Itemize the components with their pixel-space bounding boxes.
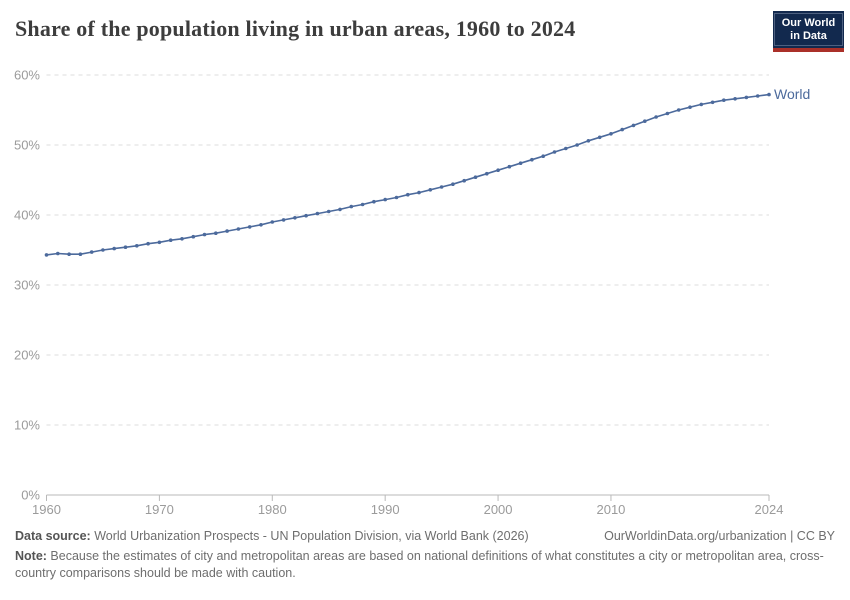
data-point-1974[interactable] xyxy=(202,232,207,237)
data-point-2013[interactable] xyxy=(643,119,647,123)
data-point-1997[interactable] xyxy=(462,178,467,183)
data-point-1979[interactable] xyxy=(259,223,263,227)
x-tick-label-2010: 2010 xyxy=(596,502,625,517)
owid-logo-frame: Our World in Data xyxy=(774,13,843,46)
data-point-1971[interactable] xyxy=(168,238,173,242)
data-point-2000[interactable] xyxy=(496,168,500,172)
data-point-1969[interactable] xyxy=(146,241,150,246)
data-point-2002[interactable] xyxy=(518,161,523,165)
note-label: Note: xyxy=(15,549,47,563)
data-point-1964[interactable] xyxy=(89,250,94,254)
data-point-1965[interactable] xyxy=(101,248,105,252)
data-point-1981[interactable] xyxy=(281,218,286,222)
x-tick-label-1960: 1960 xyxy=(32,502,61,517)
data-point-2020[interactable] xyxy=(722,98,726,102)
data-point-1995[interactable] xyxy=(439,185,444,189)
data-point-2001[interactable] xyxy=(507,164,512,169)
x-tick-label-2024: 2024 xyxy=(755,502,784,517)
data-point-1993[interactable] xyxy=(417,190,421,195)
data-point-2006[interactable] xyxy=(564,146,568,151)
x-tick-label-1970: 1970 xyxy=(145,502,174,517)
data-point-1998[interactable] xyxy=(473,175,478,179)
data-point-1985[interactable] xyxy=(326,209,331,214)
owid-logo-line2: in Data xyxy=(790,29,827,42)
note-text: Because the estimates of city and metrop… xyxy=(15,549,824,580)
data-point-1977[interactable] xyxy=(236,227,241,231)
data-point-1987[interactable] xyxy=(349,204,354,209)
data-point-2018[interactable] xyxy=(699,102,704,107)
data-point-1984[interactable] xyxy=(315,211,320,216)
owid-logo-red-stripe xyxy=(773,48,844,52)
data-point-2004[interactable] xyxy=(541,154,545,158)
series-line-world[interactable] xyxy=(45,93,770,256)
data-point-1962[interactable] xyxy=(67,252,71,256)
chart-footer: Data source: World Urbanization Prospect… xyxy=(15,528,835,582)
data-source-value: World Urbanization Prospects - UN Popula… xyxy=(90,529,529,543)
data-point-2010[interactable] xyxy=(609,132,613,136)
data-point-2023[interactable] xyxy=(755,94,760,98)
data-point-1989[interactable] xyxy=(372,199,376,204)
data-point-1960[interactable] xyxy=(44,253,49,257)
data-point-2017[interactable] xyxy=(688,105,692,109)
y-tick-label-50: 50% xyxy=(14,138,40,153)
data-point-2007[interactable] xyxy=(575,143,579,147)
y-tick-label-40: 40% xyxy=(14,208,40,223)
data-point-2005[interactable] xyxy=(552,150,557,154)
data-point-1972[interactable] xyxy=(180,237,184,241)
data-point-2024[interactable] xyxy=(767,92,771,97)
x-tick-label-1990: 1990 xyxy=(371,502,400,517)
data-point-2016[interactable] xyxy=(676,108,681,112)
data-point-1973[interactable] xyxy=(191,234,196,239)
data-point-1970[interactable] xyxy=(157,240,162,245)
series-end-label[interactable]: World xyxy=(774,86,810,102)
data-point-1996[interactable] xyxy=(451,182,455,186)
data-point-1994[interactable] xyxy=(428,188,433,192)
y-tick-label-30: 30% xyxy=(14,278,40,293)
data-point-2014[interactable] xyxy=(654,115,658,119)
owid-logo-background: Our World in Data xyxy=(773,11,844,48)
page-title: Share of the population living in urban … xyxy=(15,16,576,41)
x-tick-label-2000: 2000 xyxy=(484,502,513,517)
data-point-1990[interactable] xyxy=(383,197,388,202)
data-point-1966[interactable] xyxy=(112,246,116,251)
data-source-label: Data source: xyxy=(15,529,91,543)
data-point-1967[interactable] xyxy=(123,245,128,249)
data-point-2012[interactable] xyxy=(631,123,636,128)
owid-logo[interactable]: Our World in Data xyxy=(773,11,844,52)
data-point-1982[interactable] xyxy=(293,216,297,220)
data-point-1983[interactable] xyxy=(304,213,308,218)
data-point-1963[interactable] xyxy=(78,252,83,256)
data-point-2019[interactable] xyxy=(710,100,715,105)
data-source-text: Data source: World Urbanization Prospect… xyxy=(15,528,529,545)
data-point-1976[interactable] xyxy=(225,229,229,233)
data-point-1975[interactable] xyxy=(214,231,218,235)
data-point-1961[interactable] xyxy=(56,251,60,256)
data-point-1968[interactable] xyxy=(135,244,139,248)
owid-logo-line1: Our World xyxy=(781,16,836,29)
y-tick-label-10: 10% xyxy=(14,418,40,433)
data-point-1988[interactable] xyxy=(360,202,365,207)
source-row: Data source: World Urbanization Prospect… xyxy=(15,528,835,545)
data-point-2021[interactable] xyxy=(733,97,737,101)
y-tick-label-20: 20% xyxy=(14,348,40,363)
data-point-2015[interactable] xyxy=(665,111,670,116)
data-point-2022[interactable] xyxy=(744,95,749,100)
data-point-2008[interactable] xyxy=(586,139,591,143)
data-point-2011[interactable] xyxy=(620,127,624,132)
data-point-1992[interactable] xyxy=(406,192,410,197)
y-tick-label-60: 60% xyxy=(14,68,40,83)
x-tick-label-1980: 1980 xyxy=(258,502,287,517)
data-point-1986[interactable] xyxy=(338,207,342,212)
data-point-1978[interactable] xyxy=(247,225,252,229)
data-point-1999[interactable] xyxy=(485,171,489,176)
data-point-2009[interactable] xyxy=(597,135,602,140)
attribution-link[interactable]: OurWorldinData.org/urbanization | CC BY xyxy=(604,529,835,543)
data-point-1980[interactable] xyxy=(270,220,275,224)
line-chart: 0% 10% 20% 30% 40% 50% 60% 1960 1970 1980 1990 2000… xyxy=(14,68,810,518)
note-row: Note: Because the estimates of city and … xyxy=(15,548,835,582)
data-point-1991[interactable] xyxy=(394,195,399,200)
data-point-2003[interactable] xyxy=(530,157,534,162)
y-tick-label-0: 0% xyxy=(21,488,40,503)
